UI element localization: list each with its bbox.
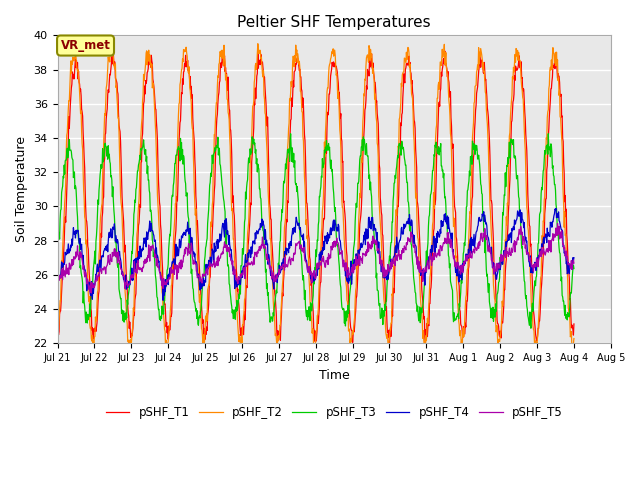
pSHF_T3 [545, 131, 552, 137]
pSHF_T5 [310, 268, 318, 274]
pSHF_T4 [54, 279, 61, 285]
Title: Peltier SHF Temperatures: Peltier SHF Temperatures [237, 15, 431, 30]
pSHF_T2 [163, 358, 171, 363]
pSHF_T4 [148, 228, 156, 233]
pSHF_T1 [254, 47, 262, 53]
pSHF_T5 [88, 290, 95, 296]
pSHF_T4 [329, 224, 337, 229]
pSHF_T3 [527, 325, 535, 331]
pSHF_T2 [95, 267, 102, 273]
pSHF_T4 [60, 262, 68, 267]
pSHF_T1 [200, 343, 208, 348]
pSHF_T3 [328, 167, 336, 172]
pSHF_T2 [148, 85, 156, 91]
pSHF_T4 [552, 205, 560, 211]
pSHF_T1 [60, 239, 68, 244]
pSHF_T2 [570, 336, 578, 341]
Line: pSHF_T2: pSHF_T2 [58, 44, 574, 360]
pSHF_T5 [554, 220, 561, 226]
pSHF_T4 [442, 219, 450, 225]
pSHF_T1 [148, 60, 156, 66]
pSHF_T1 [95, 292, 102, 298]
Line: pSHF_T5: pSHF_T5 [58, 223, 574, 293]
Legend: pSHF_T1, pSHF_T2, pSHF_T3, pSHF_T4, pSHF_T5: pSHF_T1, pSHF_T2, pSHF_T3, pSHF_T4, pSHF… [101, 401, 568, 424]
pSHF_T5 [442, 240, 450, 246]
pSHF_T2 [442, 64, 450, 70]
pSHF_T1 [330, 63, 337, 69]
pSHF_T2 [254, 41, 262, 47]
pSHF_T3 [310, 275, 317, 280]
Line: pSHF_T1: pSHF_T1 [58, 50, 574, 346]
Line: pSHF_T3: pSHF_T3 [58, 134, 574, 328]
pSHF_T2 [60, 211, 68, 216]
pSHF_T3 [95, 201, 102, 207]
pSHF_T3 [54, 268, 61, 274]
pSHF_T4 [95, 265, 102, 271]
pSHF_T2 [311, 341, 319, 347]
Y-axis label: Soil Temperature: Soil Temperature [15, 136, 28, 242]
Line: pSHF_T4: pSHF_T4 [58, 208, 574, 300]
X-axis label: Time: Time [319, 369, 349, 382]
pSHF_T4 [159, 298, 167, 303]
pSHF_T1 [311, 338, 319, 344]
pSHF_T5 [60, 267, 68, 273]
pSHF_T1 [442, 63, 450, 69]
pSHF_T5 [95, 273, 103, 279]
pSHF_T3 [442, 194, 449, 200]
pSHF_T4 [310, 278, 318, 284]
pSHF_T5 [570, 260, 578, 266]
pSHF_T2 [54, 335, 61, 340]
pSHF_T3 [60, 162, 68, 168]
pSHF_T4 [570, 255, 578, 261]
pSHF_T2 [330, 46, 337, 52]
pSHF_T5 [329, 240, 337, 246]
pSHF_T3 [148, 237, 156, 242]
Text: VR_met: VR_met [61, 39, 111, 52]
pSHF_T5 [54, 276, 61, 282]
pSHF_T3 [570, 265, 578, 271]
pSHF_T1 [570, 321, 578, 327]
pSHF_T1 [54, 333, 61, 339]
pSHF_T5 [149, 242, 157, 248]
